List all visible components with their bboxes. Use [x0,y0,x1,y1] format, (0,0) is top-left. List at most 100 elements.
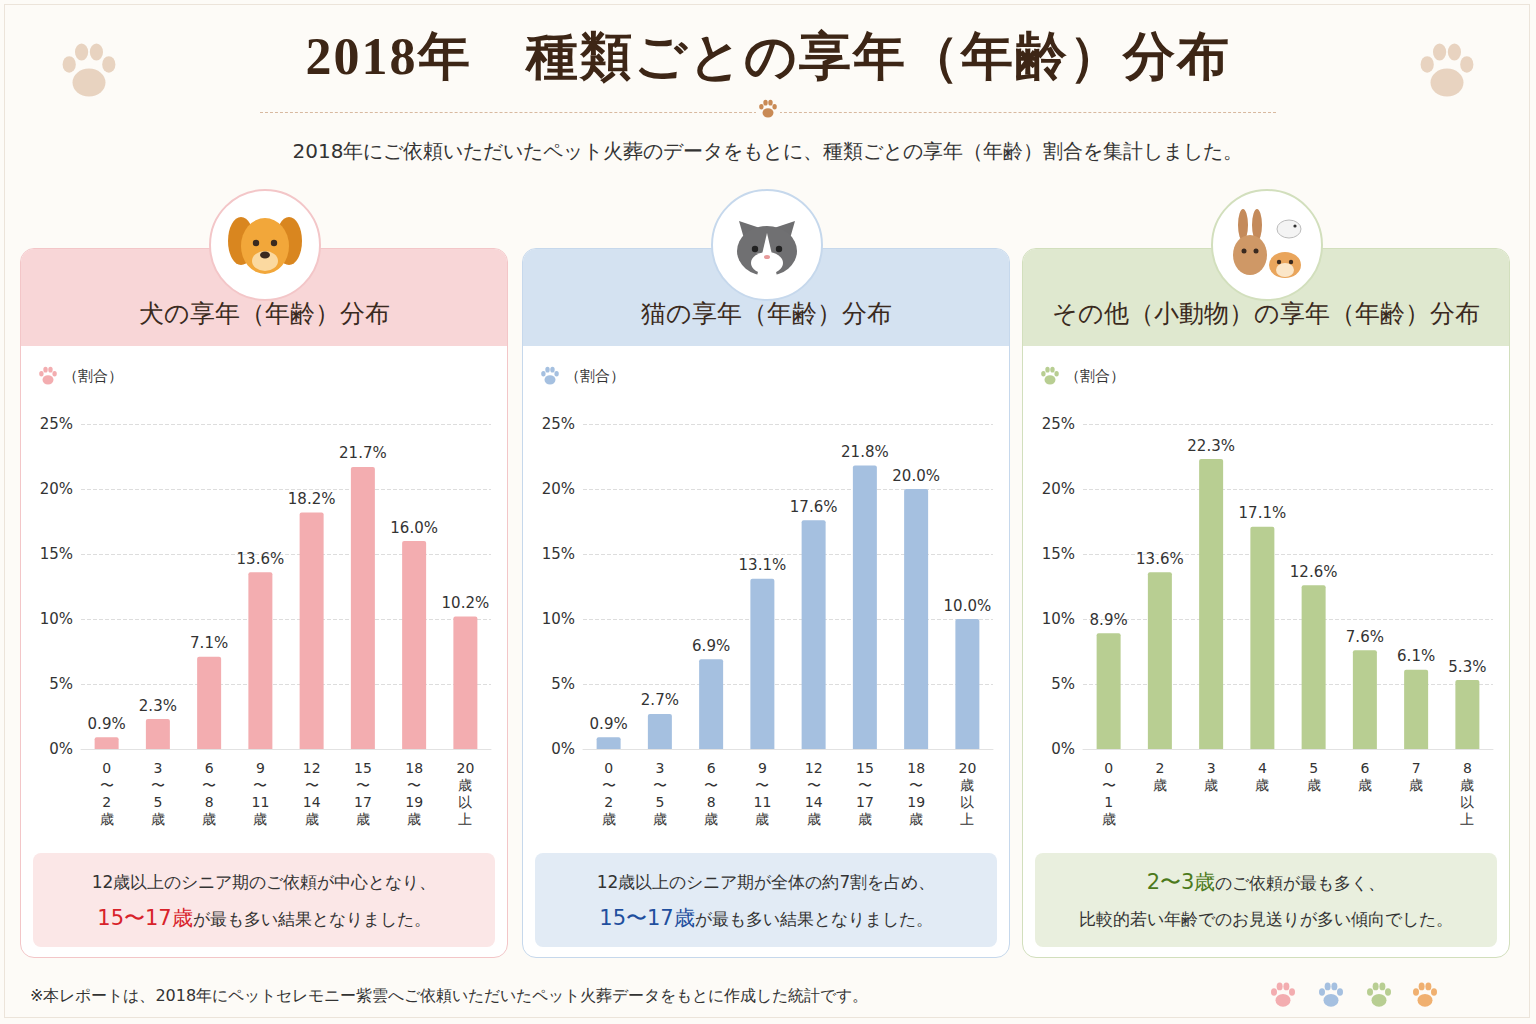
svg-text:〜: 〜 [909,777,923,793]
svg-text:20%: 20% [1042,480,1075,498]
svg-text:歳: 歳 [1460,777,1474,793]
svg-text:3: 3 [1207,760,1216,776]
svg-text:歳: 歳 [1307,777,1321,793]
svg-text:以: 以 [960,794,974,810]
svg-text:歳: 歳 [653,811,667,827]
svg-text:20: 20 [958,760,976,776]
svg-text:0.9%: 0.9% [88,715,126,733]
svg-text:22.3%: 22.3% [1187,437,1235,455]
svg-text:10.2%: 10.2% [442,594,490,612]
svg-text:12.6%: 12.6% [1290,563,1338,581]
svg-text:20: 20 [456,760,474,776]
svg-text:〜: 〜 [253,777,267,793]
svg-text:5: 5 [655,794,664,810]
svg-text:8.9%: 8.9% [1090,611,1128,629]
svg-text:6: 6 [205,760,214,776]
svg-text:歳: 歳 [202,811,216,827]
svg-text:以: 以 [1460,794,1474,810]
svg-text:以: 以 [458,794,472,810]
svg-text:15: 15 [354,760,372,776]
svg-text:19: 19 [907,794,925,810]
svg-text:5%: 5% [551,675,575,693]
svg-text:歳: 歳 [1153,777,1167,793]
svg-text:歳: 歳 [100,811,114,827]
svg-text:5: 5 [153,794,162,810]
svg-text:8: 8 [707,794,716,810]
svg-text:13.6%: 13.6% [237,550,285,568]
svg-text:15%: 15% [40,545,73,563]
svg-text:2: 2 [604,794,613,810]
svg-text:15: 15 [856,760,874,776]
svg-text:20.0%: 20.0% [892,467,940,485]
svg-text:歳: 歳 [458,777,472,793]
svg-text:19: 19 [405,794,423,810]
svg-text:上: 上 [458,811,472,827]
svg-text:18.2%: 18.2% [288,490,336,508]
svg-text:〜: 〜 [653,777,667,793]
svg-text:8: 8 [1463,760,1472,776]
svg-text:4: 4 [1258,760,1267,776]
svg-text:〜: 〜 [100,777,114,793]
svg-text:0%: 0% [1051,740,1075,758]
svg-text:10.0%: 10.0% [944,597,992,615]
svg-text:歳: 歳 [755,811,769,827]
svg-text:歳: 歳 [305,811,319,827]
svg-text:14: 14 [303,794,321,810]
svg-text:歳: 歳 [858,811,872,827]
svg-text:0: 0 [1104,760,1113,776]
svg-text:3: 3 [655,760,664,776]
svg-text:10%: 10% [1042,610,1075,628]
svg-text:〜: 〜 [1102,777,1116,793]
svg-text:10%: 10% [542,610,575,628]
svg-text:〜: 〜 [858,777,872,793]
svg-text:0: 0 [604,760,613,776]
svg-text:12: 12 [805,760,823,776]
svg-text:歳: 歳 [704,811,718,827]
svg-text:3: 3 [153,760,162,776]
svg-text:〜: 〜 [356,777,370,793]
svg-text:〜: 〜 [305,777,319,793]
svg-text:8: 8 [205,794,214,810]
svg-text:11: 11 [753,794,771,810]
svg-text:〜: 〜 [704,777,718,793]
svg-text:歳: 歳 [253,811,267,827]
svg-text:上: 上 [960,811,974,827]
svg-text:歳: 歳 [1204,777,1218,793]
svg-text:21.7%: 21.7% [339,444,387,462]
svg-text:5: 5 [1309,760,1318,776]
svg-text:25%: 25% [1042,415,1075,433]
svg-text:6.1%: 6.1% [1397,647,1435,665]
svg-text:上: 上 [1460,811,1474,827]
svg-text:歳: 歳 [1409,777,1423,793]
svg-text:5%: 5% [1051,675,1075,693]
svg-text:2: 2 [102,794,111,810]
svg-text:17: 17 [856,794,874,810]
svg-text:5.3%: 5.3% [1448,658,1486,676]
svg-text:10%: 10% [40,610,73,628]
svg-text:〜: 〜 [807,777,821,793]
svg-text:25%: 25% [40,415,73,433]
svg-text:9: 9 [758,760,767,776]
svg-text:歳: 歳 [1255,777,1269,793]
svg-text:〜: 〜 [755,777,769,793]
svg-text:0: 0 [102,760,111,776]
svg-text:17: 17 [354,794,372,810]
svg-text:歳: 歳 [356,811,370,827]
svg-text:〜: 〜 [407,777,421,793]
svg-text:歳: 歳 [407,811,421,827]
svg-text:15%: 15% [542,545,575,563]
svg-text:18: 18 [405,760,423,776]
svg-text:15%: 15% [1042,545,1075,563]
svg-text:〜: 〜 [151,777,165,793]
svg-text:20%: 20% [40,480,73,498]
svg-text:0.9%: 0.9% [590,715,628,733]
svg-text:0%: 0% [49,740,73,758]
svg-text:1: 1 [1104,794,1113,810]
svg-text:13.6%: 13.6% [1136,550,1184,568]
svg-text:21.8%: 21.8% [841,443,889,461]
svg-text:歳: 歳 [960,777,974,793]
svg-text:2: 2 [1155,760,1164,776]
svg-text:6: 6 [707,760,716,776]
svg-text:18: 18 [907,760,925,776]
svg-text:17.6%: 17.6% [790,498,838,516]
